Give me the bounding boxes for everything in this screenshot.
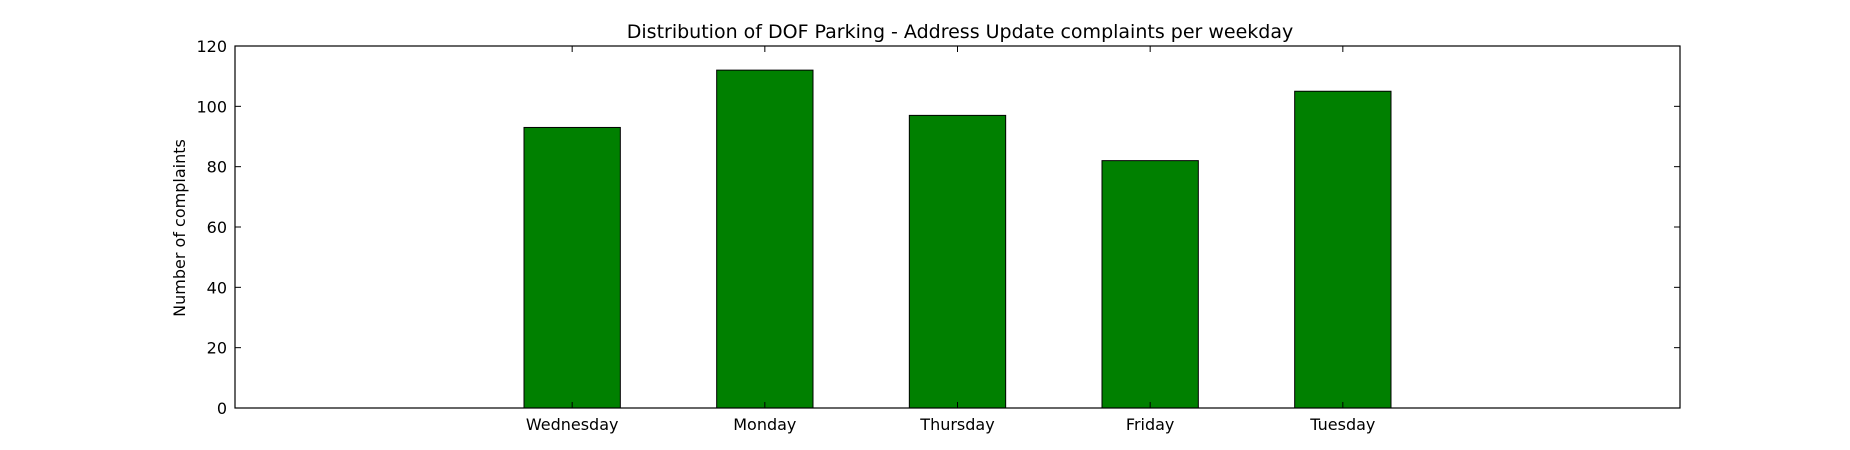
y-axis-label: Number of complaints: [170, 139, 189, 317]
bar-wednesday: [523, 126, 621, 409]
x-tick-label-friday: Friday: [1126, 415, 1175, 434]
x-tick-label-thursday: Thursday: [919, 415, 994, 434]
chart-title: Distribution of DOF Parking - Address Up…: [627, 21, 1293, 43]
y-tick-label-0: 0: [217, 399, 227, 418]
y-tick-label-60: 60: [207, 218, 227, 237]
y-tick-label-120: 120: [196, 37, 227, 56]
y-tick-label-80: 80: [207, 158, 227, 177]
y-tick-label-40: 40: [207, 278, 227, 297]
y-tick-label-100: 100: [196, 97, 227, 116]
ticks-group: 0 20 40 60 80 100 120 Wednesday Monday Thursday Fr…: [196, 37, 1680, 434]
plot-frame: [234, 45, 1681, 409]
bar-thursday: [908, 114, 1007, 409]
y-tick-label-20: 20: [207, 339, 227, 358]
bar-monday: [716, 69, 814, 409]
bar-friday: [1101, 160, 1199, 409]
x-tick-label-tuesday: Tuesday: [1309, 415, 1375, 434]
x-tick-label-monday: Monday: [733, 415, 796, 434]
bars-group: [523, 69, 1392, 409]
x-tick-label-wednesday: Wednesday: [526, 415, 619, 434]
bar-tuesday: [1294, 90, 1392, 409]
